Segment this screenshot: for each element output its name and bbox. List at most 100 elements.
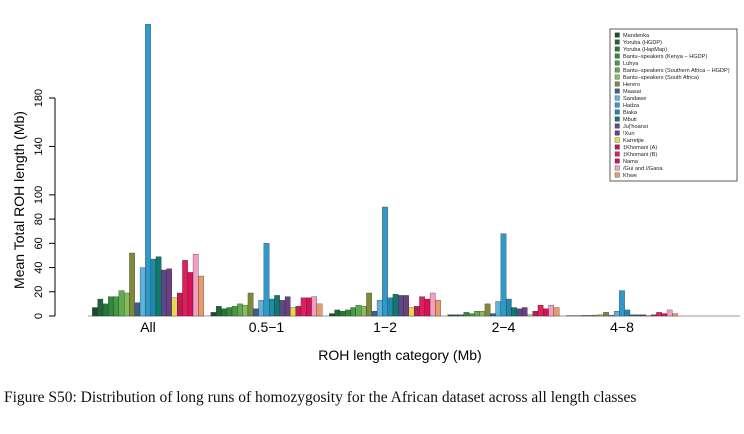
legend-label: !Xun (623, 131, 635, 137)
legend-swatch (614, 95, 620, 101)
bar (651, 314, 657, 317)
x-tick-label: 4−8 (610, 319, 634, 335)
bar (500, 233, 507, 317)
legend-swatch (614, 151, 620, 157)
bar (505, 298, 512, 317)
legend-swatch (614, 137, 620, 143)
bar (382, 206, 388, 317)
legend-label: Sandawe (623, 96, 646, 102)
bar (532, 311, 539, 317)
bar (474, 311, 480, 317)
bar (242, 304, 249, 317)
figure-caption: Figure S50: Distribution of long runs of… (4, 389, 637, 406)
bar (419, 296, 425, 317)
legend-label: Mandenka (623, 33, 650, 39)
bar (171, 297, 178, 317)
bar (355, 304, 362, 317)
bar (429, 292, 436, 317)
bar (258, 300, 264, 317)
bar (108, 296, 114, 317)
legend-swatch (614, 60, 620, 66)
y-tick-label: 20 (33, 286, 45, 298)
bar (629, 314, 636, 317)
y-tick-label: 80 (33, 213, 45, 225)
bar (624, 309, 631, 317)
bar (490, 313, 496, 317)
bar (92, 307, 98, 317)
bar (166, 268, 173, 317)
bar (424, 298, 431, 317)
bar (247, 292, 254, 317)
bar (350, 307, 356, 317)
bar (274, 295, 280, 317)
bar (387, 297, 394, 317)
bar (329, 313, 335, 317)
bar (537, 304, 544, 317)
bar (672, 313, 678, 317)
legend-label: Bantu−speakers (Kenya − HGDP) (623, 54, 707, 60)
bar (295, 306, 302, 317)
y-axis-title: Mean Total ROH length (Mb) (11, 111, 27, 289)
bar (598, 314, 604, 317)
legend-swatch (614, 46, 620, 52)
bar (484, 303, 491, 317)
legend-label: Nama (623, 159, 639, 165)
bar (97, 298, 104, 317)
bar (161, 269, 167, 317)
bar (284, 296, 291, 317)
y-tick-label: 180 (33, 89, 45, 107)
bar (398, 295, 404, 317)
bar (139, 267, 146, 317)
legend-label: Yoruba (HGDP) (623, 40, 662, 46)
legend-label: Khwe (623, 173, 637, 179)
legend-swatch (614, 130, 620, 136)
legend-swatch (614, 39, 620, 45)
bar (155, 256, 162, 317)
legend-swatch (614, 67, 620, 73)
y-tick-label: 60 (33, 237, 45, 249)
bar (231, 306, 238, 317)
bar (613, 311, 620, 317)
legend-label: Hadza (623, 103, 640, 109)
bar (376, 300, 383, 317)
legend-label: Bantu−speakers (Southern Africa − HGDP) (623, 68, 730, 74)
legend-swatch (614, 116, 620, 122)
bar (226, 307, 233, 317)
legend-swatch (614, 81, 620, 87)
bar (479, 311, 486, 317)
legend-swatch (614, 53, 620, 59)
bar (553, 307, 560, 317)
legend-label: Herero (623, 82, 640, 88)
bar (619, 290, 625, 317)
bar (279, 300, 286, 317)
y-tick-label: 0 (33, 313, 45, 319)
bar (635, 314, 641, 317)
bar (666, 309, 673, 317)
legend-label: Mbuti (623, 117, 637, 123)
bar (543, 308, 549, 317)
bar (311, 296, 317, 317)
x-tick-label: 2−4 (492, 319, 516, 335)
bar (447, 314, 454, 317)
legend-box (609, 28, 738, 182)
legend-label: Luhya (623, 61, 639, 67)
legend-swatch (614, 165, 620, 171)
legend-swatch (614, 102, 620, 108)
legend-label: Biaka (623, 110, 638, 116)
bar (661, 313, 668, 317)
legend-label: Bantu−speakers (South Africa) (623, 75, 699, 81)
bar (210, 312, 217, 317)
bar (187, 272, 194, 317)
x-tick-label: 1−2 (373, 319, 397, 335)
bar (521, 307, 528, 317)
bar (463, 312, 470, 317)
bar (339, 311, 346, 317)
bar (113, 296, 120, 317)
bar (656, 312, 662, 317)
bar (150, 258, 157, 317)
bar (118, 290, 125, 317)
bar (290, 307, 296, 317)
bar (145, 23, 151, 317)
y-tick-label: 140 (33, 137, 45, 155)
